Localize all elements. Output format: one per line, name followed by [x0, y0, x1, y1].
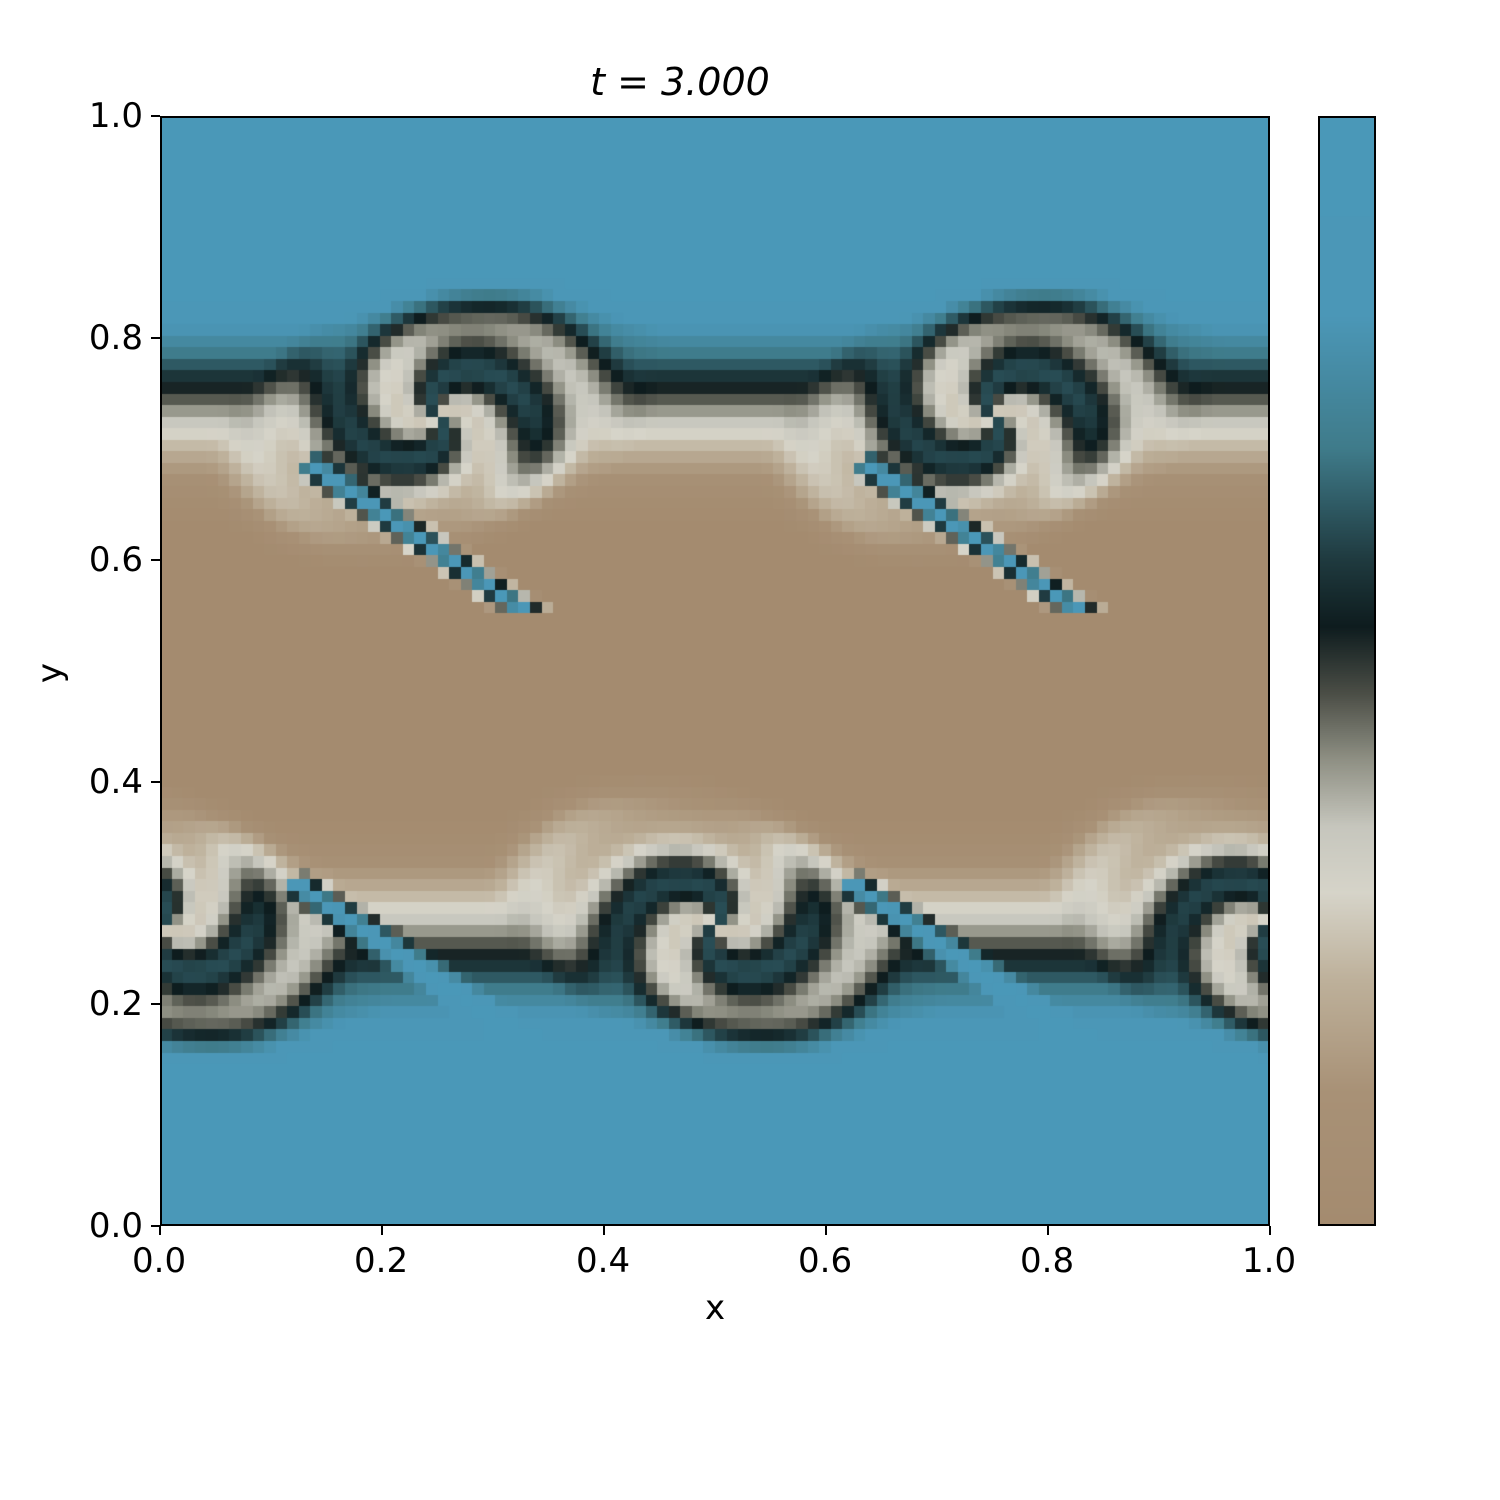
- y-tick-label: 0.4: [89, 762, 143, 802]
- y-tick: [151, 115, 160, 117]
- x-tick-label: 0.6: [798, 1241, 852, 1281]
- x-tick-label: 0.2: [354, 1241, 408, 1281]
- y-tick-label: 0.0: [89, 1206, 143, 1246]
- y-tick-label: 0.6: [89, 540, 143, 580]
- x-tick: [1269, 1226, 1271, 1235]
- x-tick-label: 0.8: [1020, 1241, 1074, 1281]
- x-tick: [1047, 1226, 1049, 1235]
- x-tick: [825, 1226, 827, 1235]
- heatmap-plot: [160, 116, 1270, 1226]
- heatmap-canvas: [160, 116, 1270, 1226]
- x-tick: [159, 1226, 161, 1235]
- colorbar: [1318, 116, 1376, 1226]
- y-tick: [151, 1003, 160, 1005]
- x-tick-label: 0.0: [132, 1241, 186, 1281]
- y-axis-label: y: [30, 663, 70, 683]
- x-tick: [603, 1226, 605, 1235]
- colorbar-canvas: [1318, 116, 1376, 1226]
- plot-title: t = 3.000: [480, 60, 880, 104]
- x-tick-label: 1.0: [1242, 1241, 1296, 1281]
- x-axis-label: x: [705, 1288, 725, 1328]
- y-tick: [151, 559, 160, 561]
- x-tick-label: 0.4: [576, 1241, 630, 1281]
- x-tick: [381, 1226, 383, 1235]
- y-tick-label: 1.0: [89, 96, 143, 136]
- y-tick-label: 0.2: [89, 984, 143, 1024]
- figure: t = 3.000 x y 0.0 0.2 0.4 0.6 0.8 1.0 0.0 0.2 0.…: [0, 0, 1500, 1500]
- y-tick: [151, 1225, 160, 1227]
- y-tick: [151, 781, 160, 783]
- y-tick-label: 0.8: [89, 318, 143, 358]
- y-tick: [151, 337, 160, 339]
